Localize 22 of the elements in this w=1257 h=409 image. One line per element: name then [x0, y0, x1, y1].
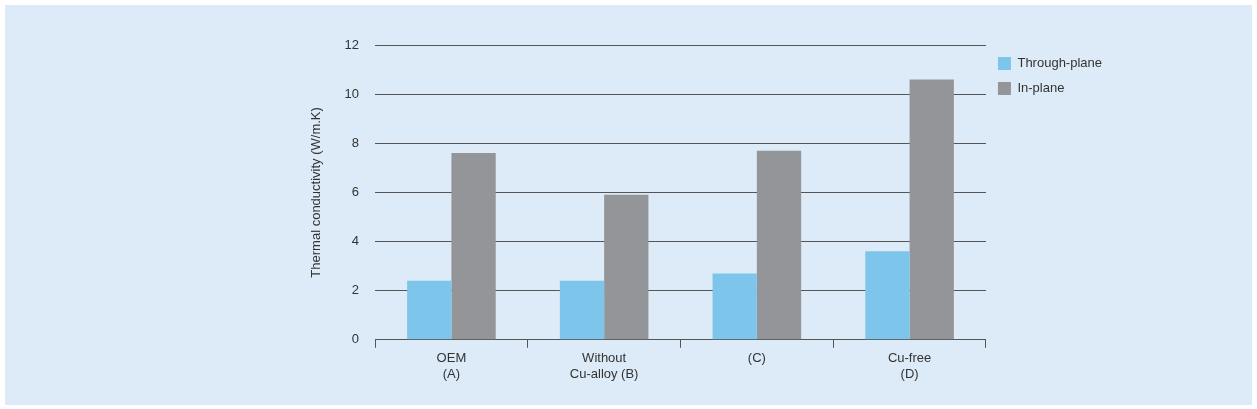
bar — [712, 273, 757, 340]
y-tick-label: 8 — [351, 134, 360, 150]
y-axis-title: Thermal conductivity (W/m.K) — [308, 107, 324, 278]
x-tick-label: Cu-free (D) — [887, 350, 932, 381]
bar — [451, 153, 496, 340]
y-tick-label: 10 — [344, 85, 360, 101]
bar — [865, 251, 910, 340]
bar — [407, 280, 452, 340]
y-tick-label: 0 — [351, 331, 360, 347]
bar — [604, 194, 649, 340]
bar — [756, 150, 802, 340]
x-tick-label: OEM (A) — [436, 350, 467, 381]
x-tick-label: (C) — [747, 350, 766, 366]
y-tick-label: 6 — [351, 183, 360, 199]
bar — [909, 79, 954, 340]
bar — [559, 280, 605, 340]
x-tick-label: Without Cu-alloy (B) — [569, 350, 639, 381]
legend-label: Through-plane — [1017, 55, 1103, 71]
legend-label: In-plane — [1017, 80, 1065, 96]
y-tick-label: 4 — [351, 233, 360, 249]
y-tick-label: 12 — [344, 36, 360, 52]
y-tick-label: 2 — [351, 282, 360, 298]
